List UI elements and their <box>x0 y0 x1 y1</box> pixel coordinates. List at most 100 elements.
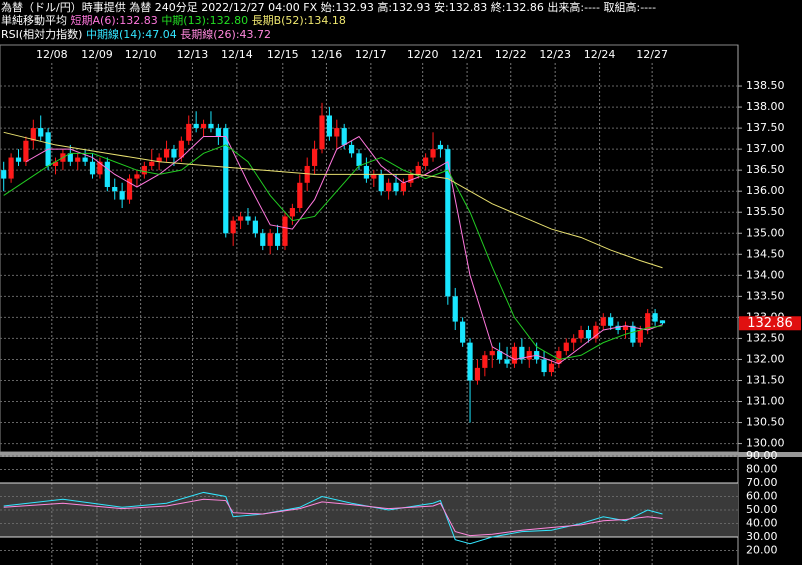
candle-body <box>8 157 14 179</box>
x-tick-label: 12/27 <box>636 48 668 61</box>
rsi-line <box>3 498 663 537</box>
header-text: 為替（ドル/円）時事提供 為替 240分足 2022/12/27 04:00 F… <box>1 1 657 14</box>
candle-body <box>134 174 140 179</box>
candle-body <box>75 157 81 162</box>
candle-body <box>1 170 7 179</box>
candle-body <box>452 296 458 322</box>
candle-body <box>659 320 666 324</box>
candle-body <box>445 149 451 297</box>
x-tick-label: 12/24 <box>584 48 616 61</box>
ma-line <box>3 144 663 360</box>
candle-body <box>163 149 170 158</box>
candle-body <box>556 351 562 364</box>
x-tick-label: 12/17 <box>355 48 387 61</box>
candle-body <box>386 182 392 192</box>
candle-body <box>30 128 36 141</box>
ma-legend: 単純移動平均 短期A(6):132.83 中期(13):132.80 長期B(5… <box>1 14 346 27</box>
legend-entry: 長期B(52):134.18 <box>251 14 346 27</box>
candle-body <box>652 313 658 322</box>
panel-separator <box>0 452 802 457</box>
y-tick-label: 40.00 <box>746 517 778 530</box>
candle-body <box>208 123 214 129</box>
x-tick-label: 12/20 <box>407 48 439 61</box>
y-tick-label: 30.00 <box>746 530 778 543</box>
candle-body <box>541 359 547 373</box>
plot-frame <box>0 44 739 453</box>
candle-body <box>186 123 192 141</box>
y-tick-label: 90.00 <box>746 449 778 462</box>
y-tick-label: 20.00 <box>746 544 778 557</box>
y-tick-label: 130.00 <box>746 437 785 450</box>
rsi-line <box>3 491 663 545</box>
candle-body <box>15 157 22 162</box>
candle-body <box>274 233 281 246</box>
y-tick-label: 135.00 <box>746 226 785 239</box>
legend-entry: 短期A(6):132.83 <box>70 14 158 27</box>
candle-body <box>178 140 184 158</box>
candle-body <box>423 157 429 166</box>
candle-body <box>245 216 251 221</box>
candle-body <box>126 178 133 200</box>
candle-body <box>252 220 258 234</box>
candle-body <box>267 233 273 246</box>
candle-body <box>474 367 481 381</box>
y-tick-label: 132.00 <box>746 352 785 365</box>
candle-body <box>326 115 332 137</box>
candle-body <box>622 325 629 331</box>
legend-title: 単純移動平均 <box>1 14 67 27</box>
x-tick-label: 12/08 <box>36 48 68 61</box>
x-tick-label: 12/10 <box>125 48 157 61</box>
candle-body <box>356 153 362 166</box>
candle-body <box>200 123 207 129</box>
y-tick-label: 133.50 <box>746 289 785 302</box>
x-tick-label: 12/14 <box>221 48 253 61</box>
candle-body <box>349 144 355 154</box>
candle-body <box>600 317 606 326</box>
price-tag-label: 132.86 <box>747 316 793 331</box>
legend-entry: 中期線(14):47.04 <box>85 28 177 41</box>
candle-body <box>304 165 310 183</box>
candle-body <box>104 161 110 187</box>
candle-body <box>38 128 44 137</box>
candle-body <box>282 216 288 246</box>
x-tick-label: 12/13 <box>177 48 209 61</box>
candle-body <box>119 191 125 200</box>
y-tick-label: 134.00 <box>746 268 785 281</box>
legend-entry: 長期線(26):43.72 <box>180 28 272 41</box>
candle-body <box>645 313 651 331</box>
y-tick-label: 137.00 <box>746 142 785 155</box>
y-tick-label: 136.50 <box>746 163 785 176</box>
candle-body <box>415 165 421 175</box>
candle-body <box>289 208 295 217</box>
candle-body <box>400 182 407 192</box>
y-tick-label: 60.00 <box>746 490 778 503</box>
candle-body <box>637 330 643 343</box>
candle-body <box>393 182 399 192</box>
ma-line <box>3 131 663 269</box>
candle-body <box>341 128 347 145</box>
ma-line <box>25 135 663 365</box>
candle-body <box>156 157 162 162</box>
candle-body <box>237 216 244 221</box>
candle-body <box>260 233 266 246</box>
candle-body <box>615 325 621 331</box>
candle-body <box>89 161 96 175</box>
candle-body <box>489 351 495 356</box>
y-tick-label: 137.50 <box>746 121 785 134</box>
header-line: 為替（ドル/円）時事提供 為替 240分足 2022/12/27 04:00 F… <box>1 1 656 14</box>
candle-body <box>563 342 569 352</box>
candle-body <box>593 325 599 339</box>
x-tick-label: 12/23 <box>539 48 571 61</box>
y-tick-label: 80.00 <box>746 463 778 476</box>
candle-body <box>467 342 473 381</box>
candle-body <box>97 161 103 175</box>
y-tick-label: 138.00 <box>746 100 785 113</box>
candle-body <box>141 165 147 175</box>
y-tick-label: 132.50 <box>746 331 785 344</box>
candle-body <box>67 153 73 162</box>
rsi-legend: RSI(相対力指数) 中期線(14):47.04 長期線(26):43.72 <box>1 28 271 41</box>
y-tick-label: 70.00 <box>746 476 778 489</box>
candle-body <box>52 161 59 166</box>
x-tick-label: 12/21 <box>451 48 483 61</box>
